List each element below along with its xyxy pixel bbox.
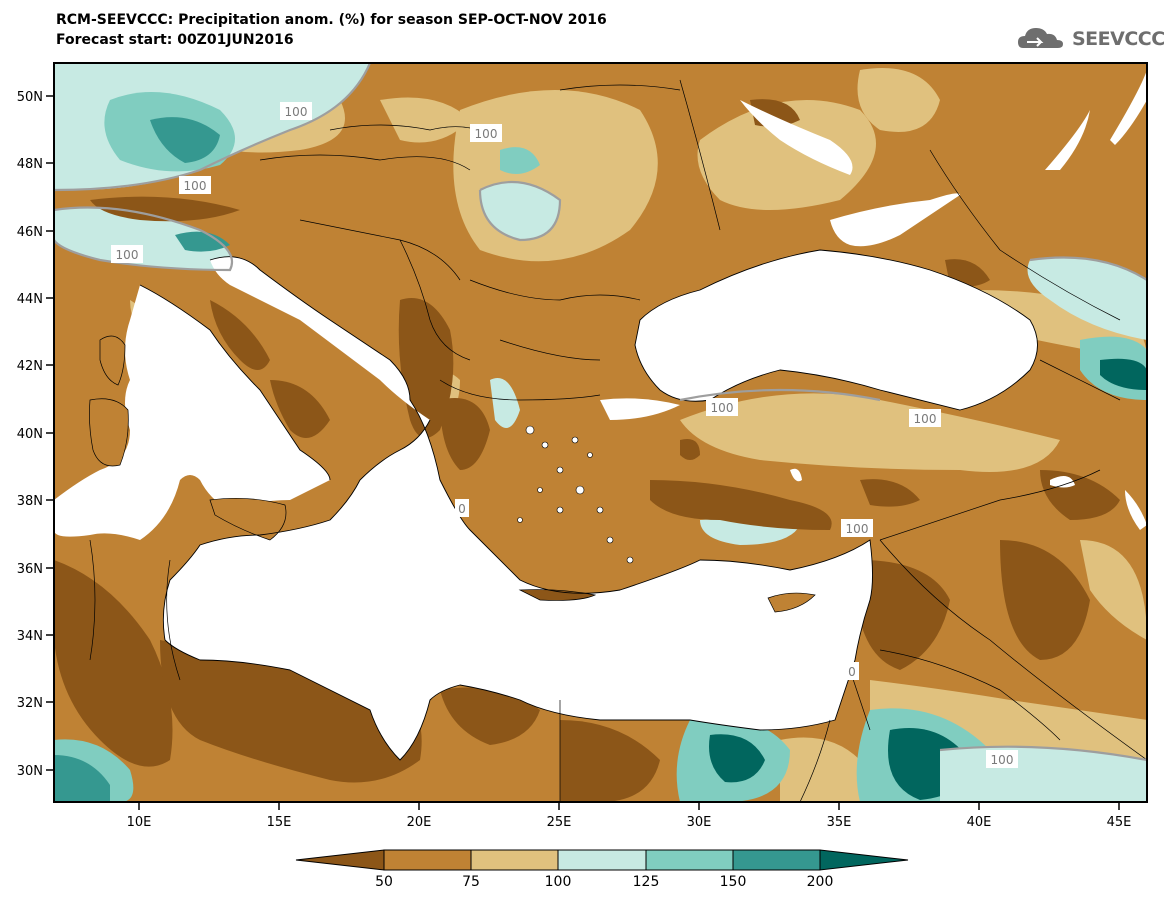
longitude-axis: 10E 15E 20E 25E 30E 35E 40E 45E (127, 802, 1132, 830)
country-borders (89, 79, 1147, 802)
colorbar-label: 50 (375, 874, 393, 890)
svg-text:100: 100 (285, 105, 308, 119)
colorbar-segment (470, 849, 559, 871)
contour-label: 100 (470, 124, 502, 142)
map-title: RCM-SEEVCCC: Precipitation anom. (%) for… (56, 12, 607, 28)
contour-label: 0 (455, 499, 469, 517)
contour-label: 100 (706, 398, 738, 416)
colorbar-segment (732, 849, 821, 871)
lon-label: 45E (1107, 815, 1132, 830)
svg-text:100: 100 (184, 179, 207, 193)
lat-label: 34N (17, 629, 43, 644)
crete-island (518, 589, 597, 601)
lat-label: 42N (17, 359, 43, 374)
lat-label: 38N (17, 494, 43, 509)
svg-text:100: 100 (914, 412, 937, 426)
svg-text:100: 100 (475, 127, 498, 141)
contour-labels: 100 100 100 100 100 100 100 100 0 0 (111, 102, 1018, 768)
contour-label: 100 (280, 102, 312, 120)
colorbar (295, 849, 909, 871)
svg-text:100: 100 (116, 248, 139, 262)
contour-label: 100 (986, 750, 1018, 768)
lat-label: 32N (17, 696, 43, 711)
lon-label: 10E (127, 815, 152, 830)
lon-label: 35E (827, 815, 852, 830)
aegean-islands (517, 425, 634, 564)
lon-label: 20E (407, 815, 432, 830)
contour-label: 100 (111, 245, 143, 263)
map-field: 100 100 100 100 100 100 100 100 0 0 (54, 63, 1147, 802)
lon-label: 40E (967, 815, 992, 830)
lat-label: 44N (17, 292, 43, 307)
lat-label: 36N (17, 562, 43, 577)
colorbar-segment (819, 849, 909, 871)
colorbar-label: 100 (544, 874, 572, 890)
contour-label: 100 (841, 519, 873, 537)
lat-label: 40N (17, 427, 43, 442)
sardinia-island (89, 398, 129, 467)
sicily-island (209, 497, 287, 541)
svg-text:100: 100 (711, 401, 734, 415)
logo-text: SEEVCCC (1072, 28, 1165, 50)
svg-text:100: 100 (846, 522, 869, 536)
contour-label: 100 (909, 409, 941, 427)
contour-label: 100 (179, 176, 211, 194)
colorbar-segment (557, 849, 647, 871)
contour-label: 0 (845, 662, 859, 680)
colorbar-segment (383, 849, 472, 871)
lat-label: 46N (17, 225, 43, 240)
corsica-island (99, 335, 126, 386)
svg-text:0: 0 (458, 502, 466, 516)
colorbar-label: 200 (806, 874, 834, 890)
lat-label: 48N (17, 157, 43, 172)
lon-label: 25E (547, 815, 572, 830)
colorbar-label: 125 (632, 874, 660, 890)
lon-label: 15E (267, 815, 292, 830)
colorbar-segment (295, 849, 385, 871)
latitude-axis: 50N 48N 46N 44N 42N 40N 38N 36N 34N 32N … (17, 90, 54, 779)
seevccc-logo: SEEVCCC (1017, 24, 1165, 54)
colorbar-segment (645, 849, 734, 871)
lat-label: 50N (17, 90, 43, 105)
lat-label: 30N (17, 764, 43, 779)
svg-text:0: 0 (848, 665, 856, 679)
svg-text:100: 100 (991, 753, 1014, 767)
cyprus-island (767, 592, 816, 613)
coastline (139, 256, 873, 761)
colorbar-label: 75 (462, 874, 480, 890)
forecast-start-subtitle: Forecast start: 00Z01JUN2016 (56, 32, 294, 48)
lon-label: 30E (687, 815, 712, 830)
contour-100 (54, 63, 1147, 762)
colorbar-label: 150 (719, 874, 747, 890)
cloud-icon (1018, 28, 1063, 48)
